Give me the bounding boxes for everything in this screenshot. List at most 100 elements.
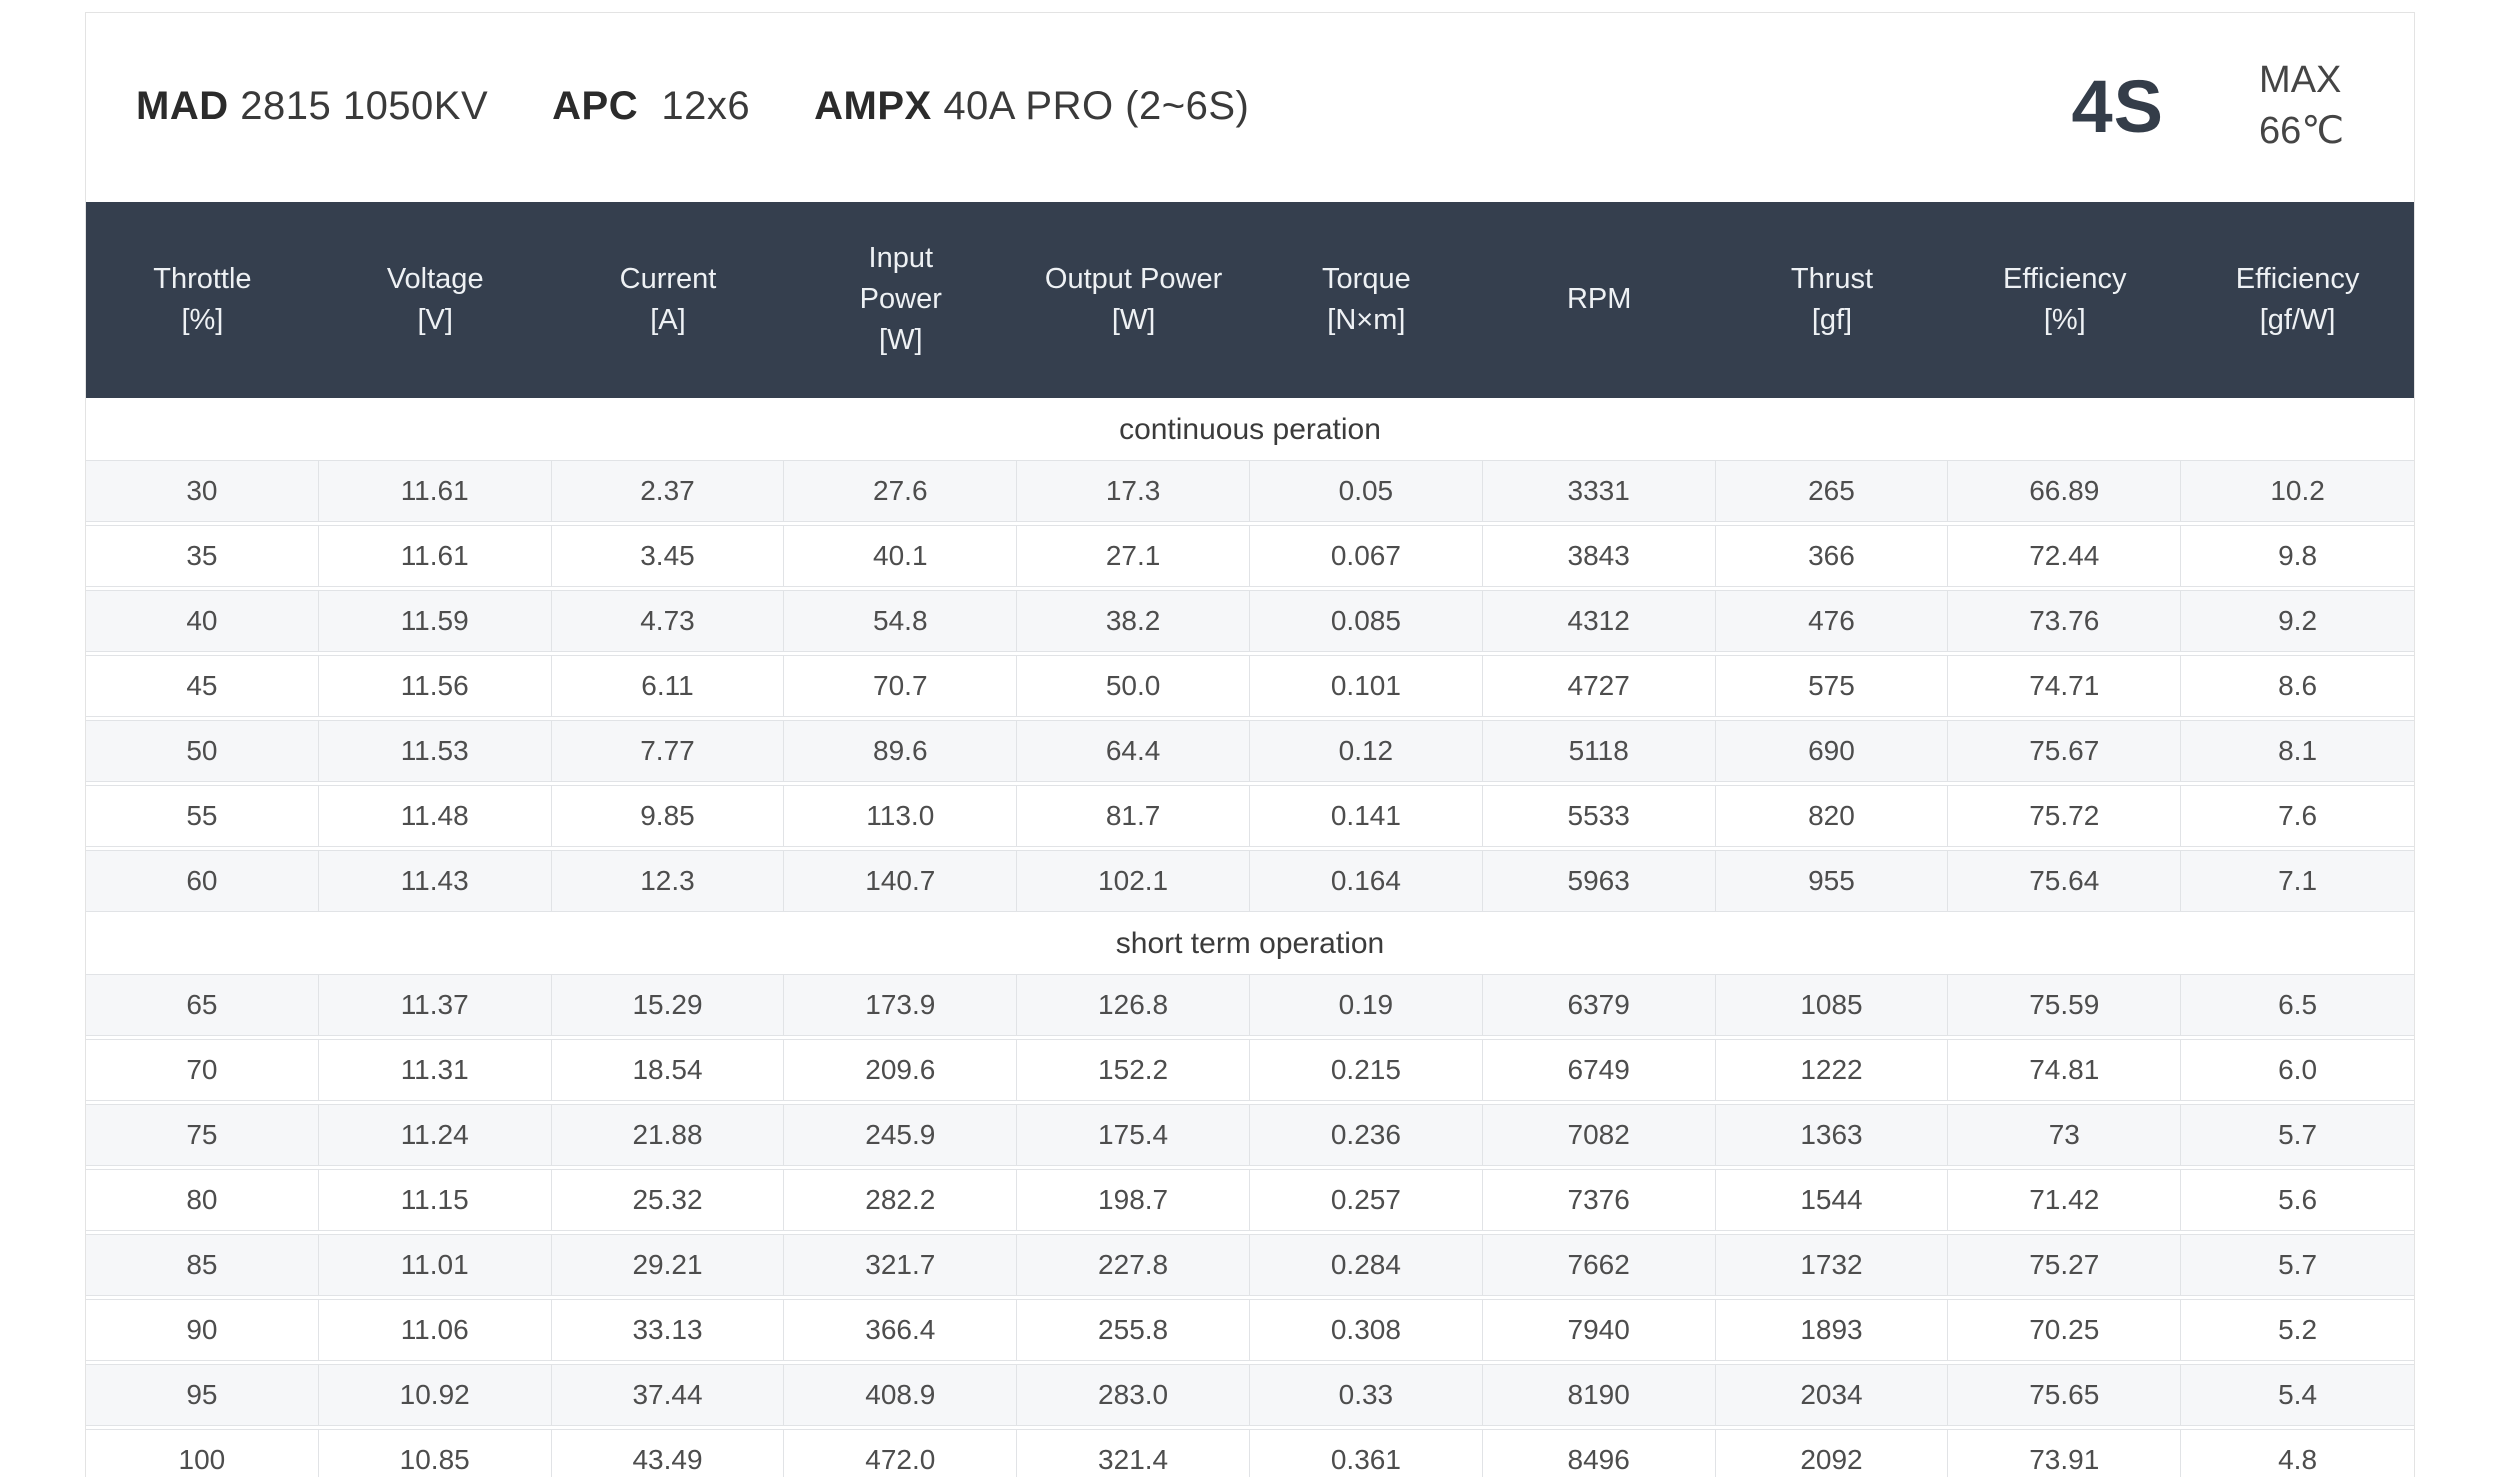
cell: 11.06 xyxy=(318,1298,552,1361)
cell: 55 xyxy=(86,784,319,847)
table-row: 55 11.48 9.85 113.0 81.7 0.141 5533 820 75.72 7.6 xyxy=(86,784,2414,847)
cell: 11.61 xyxy=(318,524,552,587)
table-body: continuous peration 30 11.61 2.37 27.6 17.3 0.… xyxy=(86,400,2414,1477)
cell: 472.0 xyxy=(784,1428,1018,1477)
section-row-1: short term operation xyxy=(86,914,2414,971)
cell: 321.7 xyxy=(784,1233,1018,1296)
cell: 72.44 xyxy=(1948,524,2182,587)
cell: 27.6 xyxy=(784,459,1018,522)
cell: 4.73 xyxy=(551,589,785,652)
table-row: 65 11.37 15.29 173.9 126.8 0.19 6379 1085 75.59 6… xyxy=(86,973,2414,1036)
cell: 1363 xyxy=(1715,1103,1949,1166)
cell: 0.164 xyxy=(1249,849,1483,912)
cell: 4727 xyxy=(1482,654,1716,717)
cell: 7662 xyxy=(1482,1233,1716,1296)
cell: 45 xyxy=(86,654,319,717)
cell: 15.29 xyxy=(551,973,785,1036)
cell: 50 xyxy=(86,719,319,782)
cell: 75.64 xyxy=(1948,849,2182,912)
max-temperature: MAX 66℃ xyxy=(2259,55,2344,158)
cell: 25.32 xyxy=(551,1168,785,1231)
table-row: 50 11.53 7.77 89.6 64.4 0.12 5118 690 75.67 8.1 xyxy=(86,719,2414,782)
cell: 71.42 xyxy=(1948,1168,2182,1231)
cell: 85 xyxy=(86,1233,319,1296)
cell: 198.7 xyxy=(1017,1168,1250,1231)
cell: 29.21 xyxy=(551,1233,785,1296)
cell: 38.2 xyxy=(1017,589,1250,652)
column-label: Current xyxy=(619,262,717,295)
esc-brand: AMPX xyxy=(814,83,932,128)
cell: 100 xyxy=(86,1428,319,1477)
cell: 65 xyxy=(86,973,319,1036)
cell: 5963 xyxy=(1482,849,1716,912)
column-label: Efficiency xyxy=(2002,262,2127,295)
cell: 0.308 xyxy=(1249,1298,1483,1361)
cell: 40.1 xyxy=(784,524,1018,587)
cell: 80 xyxy=(86,1168,319,1231)
cell: 5.2 xyxy=(2181,1298,2414,1361)
cell: 1544 xyxy=(1715,1168,1949,1231)
max-label: MAX xyxy=(2259,58,2342,101)
cell: 3.45 xyxy=(551,524,785,587)
column-header-3: Input Power [W] xyxy=(784,202,1018,398)
table-head: Throttle [%] Voltage [V] Current [A] Input Pow… xyxy=(86,202,2414,398)
cell: 2.37 xyxy=(551,459,785,522)
cell: 265 xyxy=(1715,459,1949,522)
section-row-0: continuous peration xyxy=(86,400,2414,457)
cell: 102.1 xyxy=(1017,849,1250,912)
column-header-4: Output Power [W] xyxy=(1017,202,1250,398)
table-row: 80 11.15 25.32 282.2 198.7 0.257 7376 1544 71.42… xyxy=(86,1168,2414,1231)
cell: 54.8 xyxy=(784,589,1018,652)
cell: 6.0 xyxy=(2181,1038,2414,1101)
cell: 173.9 xyxy=(784,973,1018,1036)
cell: 35 xyxy=(86,524,319,587)
cell: 89.6 xyxy=(784,719,1018,782)
cell: 9.8 xyxy=(2181,524,2414,587)
cell: 0.215 xyxy=(1249,1038,1483,1101)
cell: 5.4 xyxy=(2181,1363,2414,1426)
cell: 0.141 xyxy=(1249,784,1483,847)
cell: 75.72 xyxy=(1948,784,2182,847)
table-row: 35 11.61 3.45 40.1 27.1 0.067 3843 366 72.44 9.8 xyxy=(86,524,2414,587)
column-label: Voltage xyxy=(386,262,484,295)
cell: 7.6 xyxy=(2181,784,2414,847)
cell: 11.61 xyxy=(318,459,552,522)
cell: 73.76 xyxy=(1948,589,2182,652)
cell: 10.92 xyxy=(318,1363,552,1426)
cell: 11.53 xyxy=(318,719,552,782)
column-header-1: Voltage [V] xyxy=(318,202,552,398)
cell: 64.4 xyxy=(1017,719,1250,782)
cell: 476 xyxy=(1715,589,1949,652)
cell: 152.2 xyxy=(1017,1038,1250,1101)
cell: 3331 xyxy=(1482,459,1716,522)
table-row: 45 11.56 6.11 70.7 50.0 0.101 4727 575 74.71 8.6 xyxy=(86,654,2414,717)
cell: 10.2 xyxy=(2181,459,2414,522)
cell: 75 xyxy=(86,1103,319,1166)
cell: 4.8 xyxy=(2181,1428,2414,1477)
column-label: Output Power xyxy=(1044,262,1223,295)
cell: 0.067 xyxy=(1249,524,1483,587)
cell: 2034 xyxy=(1715,1363,1949,1426)
cell: 75.27 xyxy=(1948,1233,2182,1296)
column-header-9: Efficiency [gf/W] xyxy=(2181,202,2414,398)
cell: 8496 xyxy=(1482,1428,1716,1477)
cell: 5.7 xyxy=(2181,1103,2414,1166)
cell: 6.5 xyxy=(2181,973,2414,1036)
motor-model: 2815 1050KV xyxy=(240,83,489,128)
cell: 255.8 xyxy=(1017,1298,1250,1361)
cell: 1222 xyxy=(1715,1038,1949,1101)
cell: 9.2 xyxy=(2181,589,2414,652)
cell: 366.4 xyxy=(784,1298,1018,1361)
cell: 8.6 xyxy=(2181,654,2414,717)
cell: 0.257 xyxy=(1249,1168,1483,1231)
cell: 70 xyxy=(86,1038,319,1101)
table-row: 95 10.92 37.44 408.9 283.0 0.33 8190 2034 75.65 5… xyxy=(86,1363,2414,1426)
battery-cells-badge: 4S xyxy=(2071,64,2165,148)
cell: 0.12 xyxy=(1249,719,1483,782)
motor-test-table: Throttle [%] Voltage [V] Current [A] Input Pow… xyxy=(86,199,2414,1477)
section-label: continuous peration xyxy=(86,400,2414,457)
motor-title: MAD 2815 1050KV xyxy=(136,84,488,128)
column-unit: [gf/W] xyxy=(2259,303,2336,336)
cell: 8190 xyxy=(1482,1363,1716,1426)
section-label: short term operation xyxy=(86,914,2414,971)
